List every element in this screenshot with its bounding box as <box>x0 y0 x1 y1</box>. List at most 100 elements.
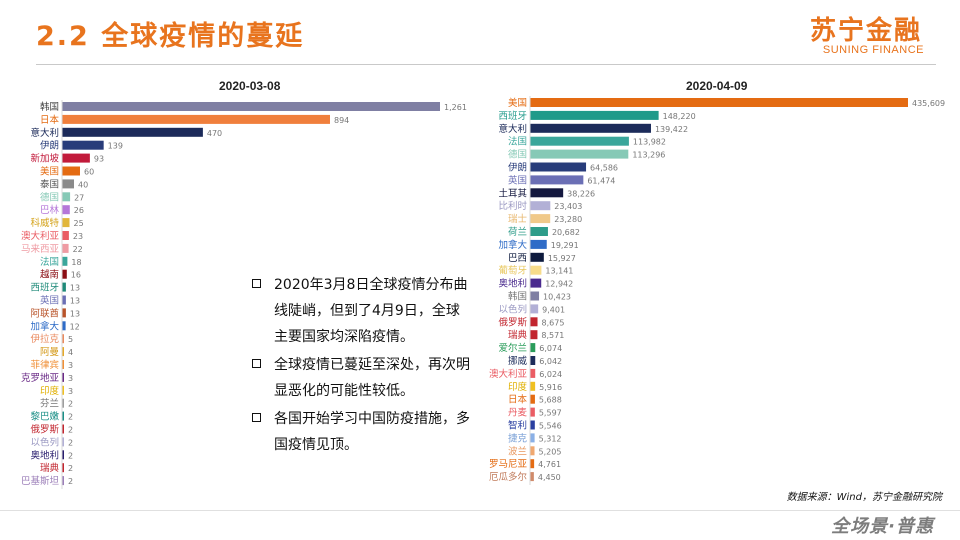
value-label: 2 <box>68 451 73 460</box>
bar <box>62 102 440 111</box>
category-label: 新加坡 <box>30 153 59 165</box>
bar <box>62 385 64 395</box>
category-label: 厄瓜多尔 <box>489 471 528 483</box>
bullet-text: 各国开始学习中国防疫措施，多国疫情见顶。 <box>274 411 470 453</box>
value-label: 12,942 <box>545 280 573 289</box>
bar <box>530 123 651 133</box>
value-label: 22 <box>73 245 83 254</box>
value-label: 61,474 <box>587 176 615 185</box>
value-label: 148,220 <box>663 112 696 121</box>
chart-title-right: 2020-04-09 <box>686 79 748 93</box>
value-label: 8,571 <box>541 331 564 340</box>
value-label: 2 <box>68 400 73 409</box>
bar <box>530 110 659 120</box>
category-label: 以色列 <box>30 436 59 448</box>
category-label: 丹麦 <box>508 407 528 419</box>
value-label: 5,916 <box>539 383 562 392</box>
value-label: 16 <box>71 271 81 280</box>
bar <box>530 317 538 327</box>
category-label: 意大利 <box>498 123 527 135</box>
value-label: 4 <box>68 348 73 357</box>
brand-logo: 苏宁金融 <box>809 16 922 46</box>
value-label: 5,546 <box>539 422 562 431</box>
category-label: 加拿大 <box>498 239 527 251</box>
bar <box>530 330 538 340</box>
value-label: 2 <box>68 426 73 435</box>
category-label: 马来西亚 <box>21 244 60 255</box>
category-label: 伊拉克 <box>30 333 59 345</box>
category-label: 捷克 <box>508 432 528 444</box>
value-label: 26 <box>74 206 84 215</box>
bullet-item: 2020年3月8日全球疫情分布曲线陡峭，但到了4月9日，全球主要国家均深陷疫情。 <box>252 272 472 350</box>
page-title: 2.2 全球疫情的蔓延 <box>36 21 305 52</box>
value-label: 113,982 <box>633 138 666 147</box>
category-label: 法国 <box>508 136 527 148</box>
value-label: 13 <box>70 309 80 318</box>
value-label: 6,074 <box>539 344 562 353</box>
category-label: 法国 <box>40 256 59 268</box>
value-label: 40 <box>78 180 88 189</box>
bar <box>530 214 551 224</box>
value-label: 5,597 <box>539 409 562 418</box>
bar-chart-2020-03-08: 韩国 1,261 日本 894 意大利 470 伊朗 139 新加坡 93 美国 60 泰国 40 德国 27… <box>21 100 467 489</box>
bar <box>62 308 66 318</box>
category-label: 美国 <box>508 97 527 109</box>
category-label: 印度 <box>508 381 528 393</box>
bar <box>530 356 536 365</box>
category-label: 黎巴嫩 <box>30 411 59 423</box>
bar <box>62 463 64 473</box>
category-label: 美国 <box>40 166 59 178</box>
bar <box>62 127 203 137</box>
category-label: 奥地利 <box>498 278 527 290</box>
value-label: 2 <box>68 477 73 486</box>
value-label: 13 <box>70 297 80 306</box>
category-label: 克罗地亚 <box>21 372 60 384</box>
category-label: 科威特 <box>30 217 59 229</box>
bar <box>62 205 70 215</box>
bar <box>62 476 64 486</box>
value-label: 894 <box>334 116 349 125</box>
value-label: 12 <box>70 322 80 331</box>
category-label: 西班牙 <box>498 110 527 122</box>
bar <box>530 304 539 314</box>
bar <box>62 295 66 305</box>
footer-divider <box>0 510 960 511</box>
bar <box>62 256 68 266</box>
value-label: 3 <box>68 374 73 383</box>
value-label: 5,205 <box>539 447 562 456</box>
bar <box>530 291 540 301</box>
category-label: 泰国 <box>40 178 59 190</box>
bar <box>530 278 542 288</box>
value-label: 93 <box>94 155 104 164</box>
value-label: 139,422 <box>655 125 688 134</box>
bar <box>62 140 104 150</box>
bullet-item: 全球疫情已蔓延至深处，再次明显恶化的可能性较低。 <box>252 352 472 404</box>
value-label: 60 <box>84 168 94 177</box>
bar <box>530 368 536 378</box>
bar <box>62 372 64 382</box>
bar <box>530 175 584 185</box>
value-label: 5 <box>68 335 73 344</box>
category-label: 奥地利 <box>30 449 59 461</box>
bar <box>62 334 64 344</box>
bar <box>530 201 551 211</box>
bar <box>530 472 534 482</box>
data-source-note: 数据来源：Wind，苏宁金融研究院 <box>786 492 942 503</box>
bar <box>530 407 535 417</box>
category-label: 瑞典 <box>40 462 60 474</box>
value-label: 2 <box>68 438 73 447</box>
category-label: 瑞士 <box>508 213 528 225</box>
bar <box>530 239 547 249</box>
value-label: 470 <box>207 129 222 138</box>
value-label: 64,586 <box>590 164 618 173</box>
checkbox-square-icon <box>252 279 261 288</box>
value-label: 6,042 <box>539 357 562 366</box>
checkbox-square-icon <box>252 359 261 368</box>
category-label: 俄罗斯 <box>498 316 527 328</box>
category-label: 瑞典 <box>508 329 528 341</box>
bar-chart-2020-04-09: 美国 435,609 西班牙 148,220 意大利 139,422 法国 113,982 德国… <box>489 96 945 485</box>
category-label: 芬兰 <box>40 398 59 410</box>
bar <box>530 265 542 275</box>
bar <box>530 446 535 456</box>
category-label: 巴林 <box>40 204 60 216</box>
